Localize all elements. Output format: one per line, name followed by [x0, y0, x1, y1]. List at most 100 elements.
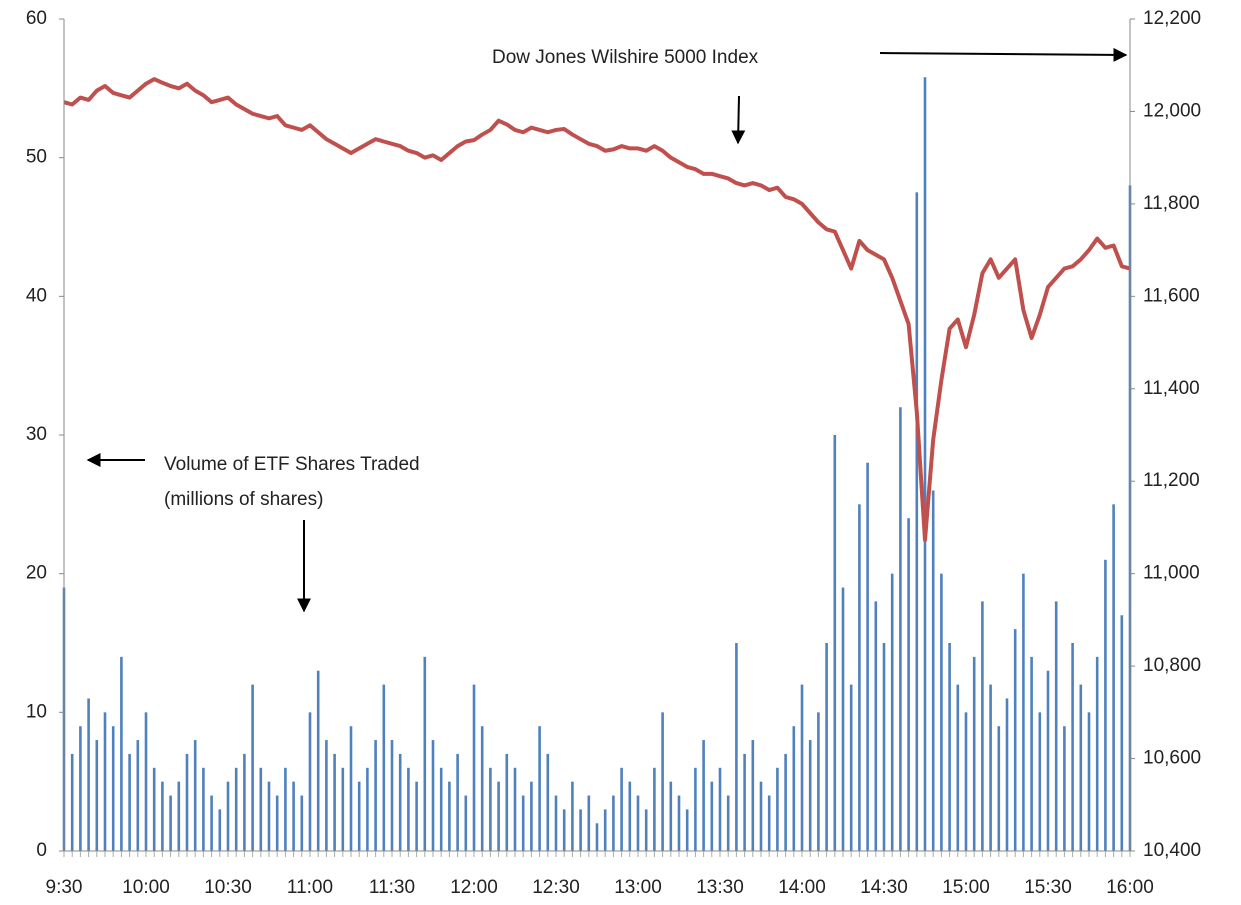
- bar: [382, 684, 386, 851]
- bar: [776, 767, 779, 851]
- bar: [931, 490, 935, 851]
- y2-tick-label: 12,000: [1143, 100, 1201, 121]
- bar: [882, 643, 886, 851]
- bar: [87, 698, 90, 851]
- bar: [1022, 573, 1025, 851]
- y-tick-label: 60: [26, 8, 47, 29]
- bar: [989, 684, 992, 851]
- bar: [972, 656, 976, 851]
- line: [63, 77, 1131, 542]
- y2-tick-label: 10,800: [1143, 655, 1201, 676]
- bar: [784, 753, 787, 851]
- bar: [554, 795, 558, 851]
- bar: [1104, 559, 1107, 851]
- bar: [1005, 698, 1009, 851]
- bar: [521, 795, 525, 851]
- bar: [70, 753, 74, 851]
- bar: [275, 795, 279, 851]
- bar: [726, 795, 730, 851]
- plot-area: [62, 77, 1132, 852]
- annotation: (millions of shares): [164, 489, 323, 510]
- y2-tick-label: 10,400: [1143, 840, 1201, 861]
- bar: [292, 781, 295, 851]
- bar: [169, 795, 172, 851]
- x-tick-label: 14:30: [860, 877, 908, 898]
- bar: [661, 712, 664, 851]
- bar: [743, 753, 746, 851]
- bar: [546, 753, 550, 851]
- y2-tick-label: 11,200: [1143, 470, 1200, 491]
- bar: [858, 504, 861, 851]
- bar: [964, 712, 968, 851]
- bar: [144, 712, 148, 851]
- bar: [571, 781, 574, 851]
- bar: [677, 795, 681, 851]
- bar: [366, 767, 369, 851]
- bar: [1038, 712, 1042, 851]
- bar: [120, 656, 123, 851]
- bar: [636, 795, 640, 851]
- y-tick-label: 20: [26, 563, 47, 584]
- bar: [210, 795, 213, 851]
- bar: [759, 781, 763, 851]
- bar: [981, 601, 984, 851]
- bar: [202, 767, 205, 851]
- bar: [333, 753, 336, 851]
- bar: [1095, 656, 1099, 851]
- x-tick-label: 9:30: [46, 877, 83, 898]
- bar: [439, 767, 443, 851]
- bar: [505, 753, 509, 851]
- bar: [407, 767, 410, 851]
- arrow: [879, 47, 1128, 62]
- bar: [808, 740, 812, 851]
- annotation: Volume of ETF Shares Traded: [164, 454, 420, 475]
- bar: [177, 781, 181, 851]
- bar: [193, 740, 197, 851]
- bar: [841, 587, 845, 851]
- bar: [817, 712, 820, 851]
- y2-tick-label: 12,200: [1143, 8, 1201, 29]
- bar: [866, 462, 869, 851]
- bar: [218, 809, 222, 851]
- bar: [562, 809, 566, 851]
- bar: [128, 753, 131, 851]
- x-tick-label: 15:00: [942, 877, 990, 898]
- bar: [890, 573, 894, 851]
- bar: [587, 795, 591, 851]
- bar: [161, 781, 164, 851]
- bar: [267, 781, 271, 851]
- bar: [325, 740, 328, 851]
- x-tick-label: 12:30: [532, 877, 580, 898]
- bar: [423, 656, 427, 851]
- bar: [751, 740, 755, 851]
- bar: [767, 795, 771, 851]
- y2-tick-label: 11,400: [1143, 378, 1200, 399]
- bar: [538, 726, 541, 851]
- bar: [398, 753, 402, 851]
- bar: [341, 767, 345, 851]
- y-tick-label: 10: [26, 701, 47, 722]
- y2-tick-label: 10,600: [1143, 748, 1201, 769]
- bar: [1030, 656, 1033, 851]
- bar: [284, 767, 287, 851]
- bar: [792, 726, 796, 851]
- bar: [1063, 726, 1066, 851]
- arrow: [731, 95, 746, 145]
- y-tick-label: 40: [26, 285, 47, 306]
- bar: [152, 767, 156, 851]
- y-tick-label: 50: [26, 147, 47, 168]
- bar: [628, 781, 632, 851]
- bar: [940, 573, 943, 851]
- bar: [316, 670, 320, 851]
- bar: [349, 726, 353, 851]
- bar: [234, 767, 238, 851]
- x-tick-label: 14:00: [778, 877, 826, 898]
- bar: [1071, 643, 1074, 851]
- bar: [464, 795, 468, 851]
- bar: [653, 767, 656, 851]
- bar: [800, 684, 804, 851]
- x-tick-label: 16:00: [1106, 877, 1154, 898]
- bar: [1013, 629, 1017, 851]
